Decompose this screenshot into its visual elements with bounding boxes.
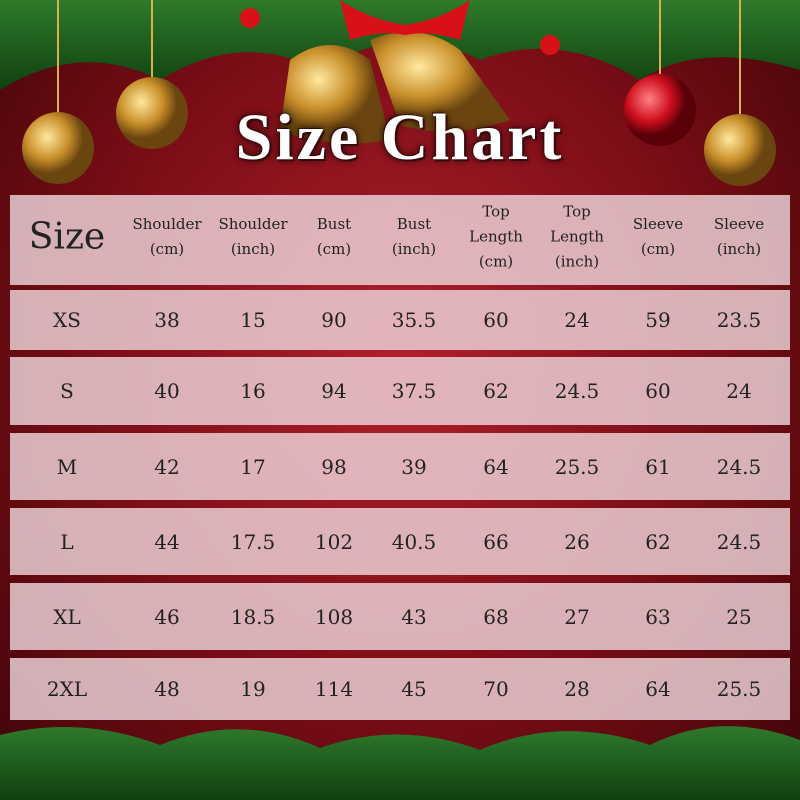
header-cell: Shoulder (inch) [218,215,288,258]
header-cell: Bust (inch) [391,215,437,258]
measurement: 59 [645,308,671,332]
measurement: 98 [321,454,347,479]
size-label: M [56,454,78,479]
measurement: 48 [154,677,180,701]
header-band [10,195,790,285]
measurement: 24.5 [716,454,762,479]
row-band [10,357,790,425]
measurement: 64 [483,454,509,479]
header-cell: Top Length (inch) [550,202,604,271]
measurement: 40.5 [391,529,437,554]
measurement: 61 [645,454,671,479]
measurement: 60 [645,379,671,403]
measurement: 18.5 [230,604,276,629]
size-label: XL [53,604,81,629]
size-label: S [60,379,74,403]
measurement: 46 [154,604,180,629]
measurement: 62 [645,529,671,554]
measurement: 94 [321,379,347,403]
measurement: 64 [645,677,671,701]
measurement: 23.5 [716,308,762,332]
measurement: 25.5 [716,677,762,701]
header-cell: Shoulder (cm) [132,215,202,258]
measurement: 45 [401,677,427,701]
measurement: 35.5 [391,308,437,332]
measurement: 44 [154,529,180,554]
row-band [10,290,790,350]
measurement: 60 [483,308,509,332]
measurement: 62 [483,379,509,403]
measurement: 108 [314,604,354,629]
measurement: 68 [483,604,509,629]
measurement: 24 [564,308,590,332]
measurement: 38 [154,308,180,332]
measurement: 70 [483,677,509,701]
measurement: 25 [726,604,752,629]
size-label: XS [53,308,81,332]
measurement: 26 [564,529,590,554]
measurement: 16 [240,379,266,403]
measurement: 17 [240,454,266,479]
measurement: 25.5 [554,454,600,479]
row-band [10,433,790,500]
header-cell: Sleeve (cm) [632,215,684,258]
row-band [10,583,790,650]
measurement: 24 [726,379,752,403]
measurement: 17.5 [230,529,276,554]
size-label: L [60,529,74,554]
header-cell: Top Length (cm) [469,202,523,271]
measurement: 19 [240,677,266,701]
measurement: 102 [314,529,354,554]
measurement: 90 [321,308,347,332]
measurement: 37.5 [391,379,437,403]
measurement: 28 [564,677,590,701]
measurement: 63 [645,604,671,629]
title: Size Chart [235,101,565,174]
measurement: 27 [564,604,590,629]
measurement: 43 [401,604,427,629]
measurement: 114 [314,677,354,701]
header-cell: Bust (cm) [316,215,352,258]
measurement: 39 [401,454,427,479]
measurement: 24.5 [716,529,762,554]
header-cell: Size [28,216,106,258]
measurement: 66 [483,529,509,554]
measurement: 24.5 [554,379,600,403]
measurement: 15 [240,308,266,332]
measurement: 42 [154,454,180,479]
measurement: 40 [154,379,180,403]
size-label: 2XL [46,677,88,701]
row-band [10,658,790,720]
header-cell: Sleeve (inch) [713,215,765,258]
row-band [10,508,790,575]
